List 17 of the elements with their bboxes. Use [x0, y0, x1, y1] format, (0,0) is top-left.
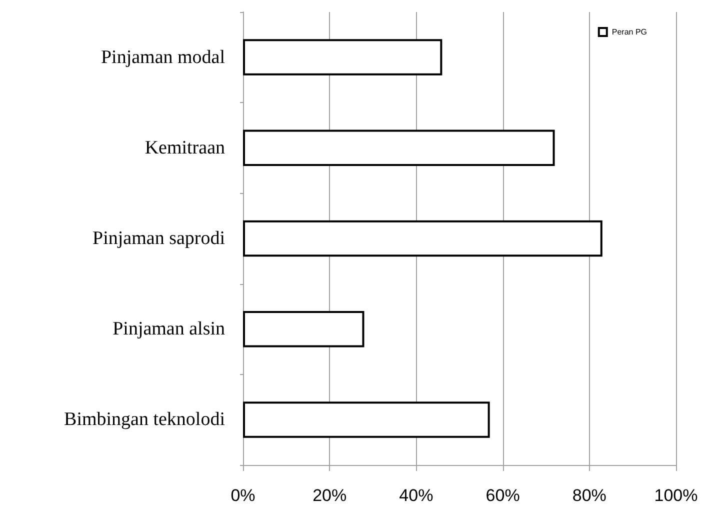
x-tick-label: 40%	[399, 486, 434, 505]
x-tick-label: 0%	[230, 486, 256, 505]
y-tick-label: Bimbingan teknolodi	[64, 409, 225, 430]
legend-label: Peran PG	[612, 28, 648, 36]
y-tick-label: Pinjaman alsin	[112, 318, 226, 340]
bar	[243, 220, 602, 257]
x-tick-label: 20%	[312, 486, 347, 505]
bar	[243, 130, 555, 166]
y-tick-label: Pinjaman modal	[100, 46, 225, 68]
x-tick-label: 100%	[654, 486, 698, 505]
y-tick-label: Pinjaman saprodi	[92, 228, 225, 249]
bar	[243, 310, 364, 348]
x-tick-label: 80%	[572, 486, 606, 505]
bar	[243, 39, 442, 76]
y-tick-label: Kemitraan	[144, 137, 226, 158]
bar	[243, 402, 490, 438]
x-tick-label: 60%	[486, 486, 520, 505]
